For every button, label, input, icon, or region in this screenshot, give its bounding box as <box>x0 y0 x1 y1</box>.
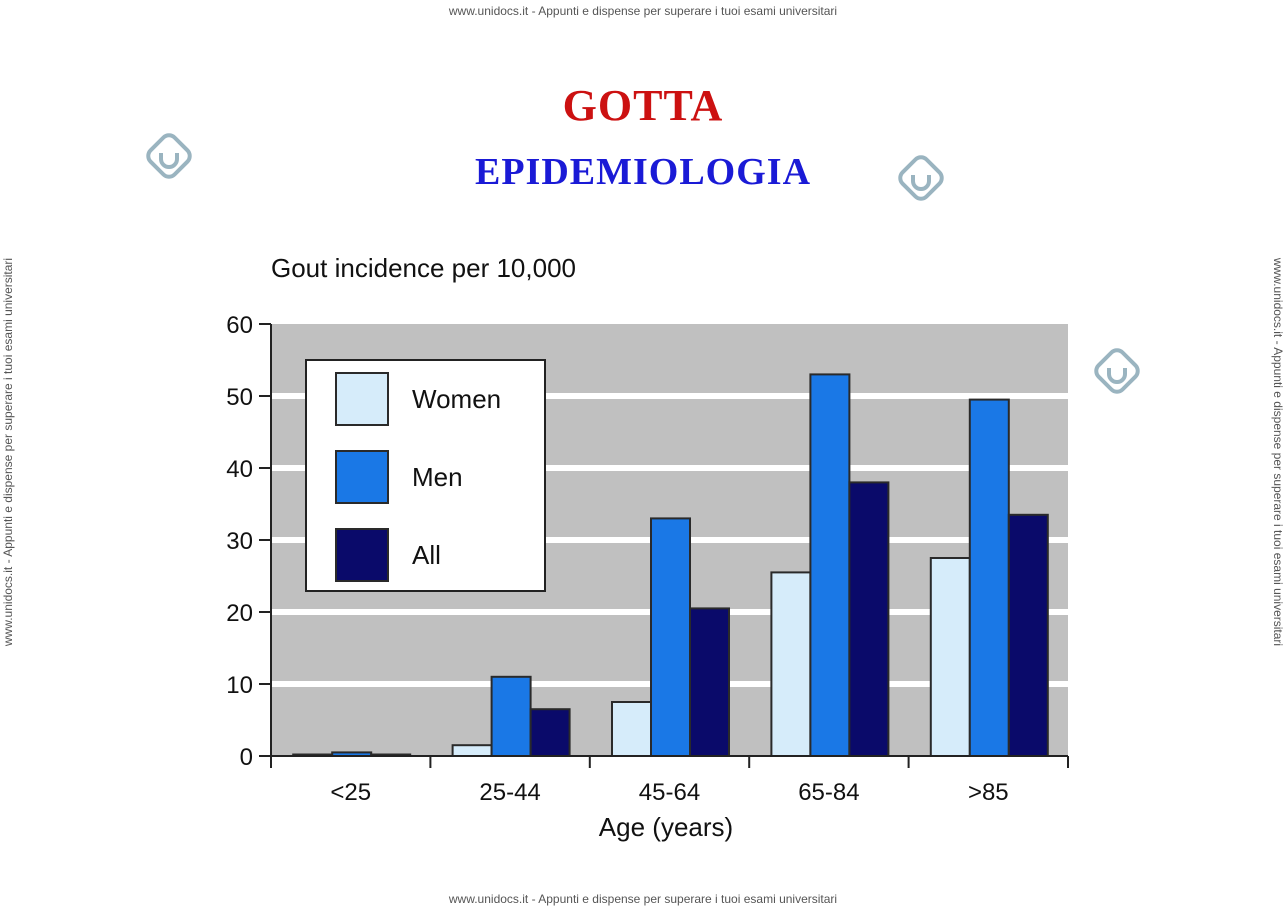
x-tick-label: 25-44 <box>479 779 540 806</box>
legend-label-women: Women <box>412 384 501 414</box>
bar-women-3 <box>770 571 812 758</box>
chart-title: Gout incidence per 10,000 <box>271 253 576 283</box>
bar-women-2 <box>611 701 652 757</box>
bar-all-3 <box>848 481 890 757</box>
x-tick-label: 65-84 <box>798 779 859 806</box>
bar-women-4 <box>929 557 971 757</box>
y-tick-label: 60 <box>226 312 253 339</box>
legend-swatch-men <box>335 450 389 504</box>
y-tick-label: 10 <box>226 672 253 699</box>
y-tick-label: 50 <box>226 384 253 411</box>
watermark-logo-icon <box>898 155 944 201</box>
watermark-bottom: www.unidocs.it - Appunti e dispense per … <box>448 892 838 906</box>
x-tick-label: <25 <box>330 779 371 806</box>
watermark-logo-icon <box>146 133 192 179</box>
slide-subtitle: EPIDEMIOLOGIA <box>474 151 812 193</box>
bar-women-1 <box>451 744 493 758</box>
x-tick-label: >85 <box>968 779 1009 806</box>
y-tick-label: 40 <box>226 456 253 483</box>
bar-all-4 <box>1007 513 1049 757</box>
x-axis-label: Age (years) <box>599 812 733 842</box>
bar-men-3 <box>809 373 851 757</box>
legend-label-all: All <box>412 540 441 570</box>
bars-group <box>292 373 1049 758</box>
gridline <box>271 393 1068 399</box>
axes: 0 10 20 30 40 50 60 <25 25-44 45-64 65-84 >85 <box>226 312 1069 806</box>
watermark-logo-icon <box>1094 348 1140 394</box>
slide-title: GOTTA <box>562 81 724 130</box>
legend-label-men: Men <box>412 462 463 492</box>
bar-all-2 <box>689 607 730 758</box>
watermark-top: www.unidocs.it - Appunti e dispense per … <box>448 4 838 18</box>
bar-men-4 <box>968 398 1010 757</box>
legend-swatch-all <box>335 528 389 582</box>
y-tick-label: 30 <box>226 528 253 555</box>
gridline <box>271 465 1068 471</box>
x-tick-label: 45-64 <box>639 779 700 806</box>
y-tick-label: 20 <box>226 600 253 627</box>
bar-men-1 <box>490 675 532 757</box>
bar-men-2 <box>650 517 691 758</box>
legend: Women Men All <box>305 359 546 592</box>
bar-all-1 <box>529 708 571 758</box>
y-tick-label: 0 <box>240 744 253 771</box>
legend-swatch-women <box>335 372 389 426</box>
